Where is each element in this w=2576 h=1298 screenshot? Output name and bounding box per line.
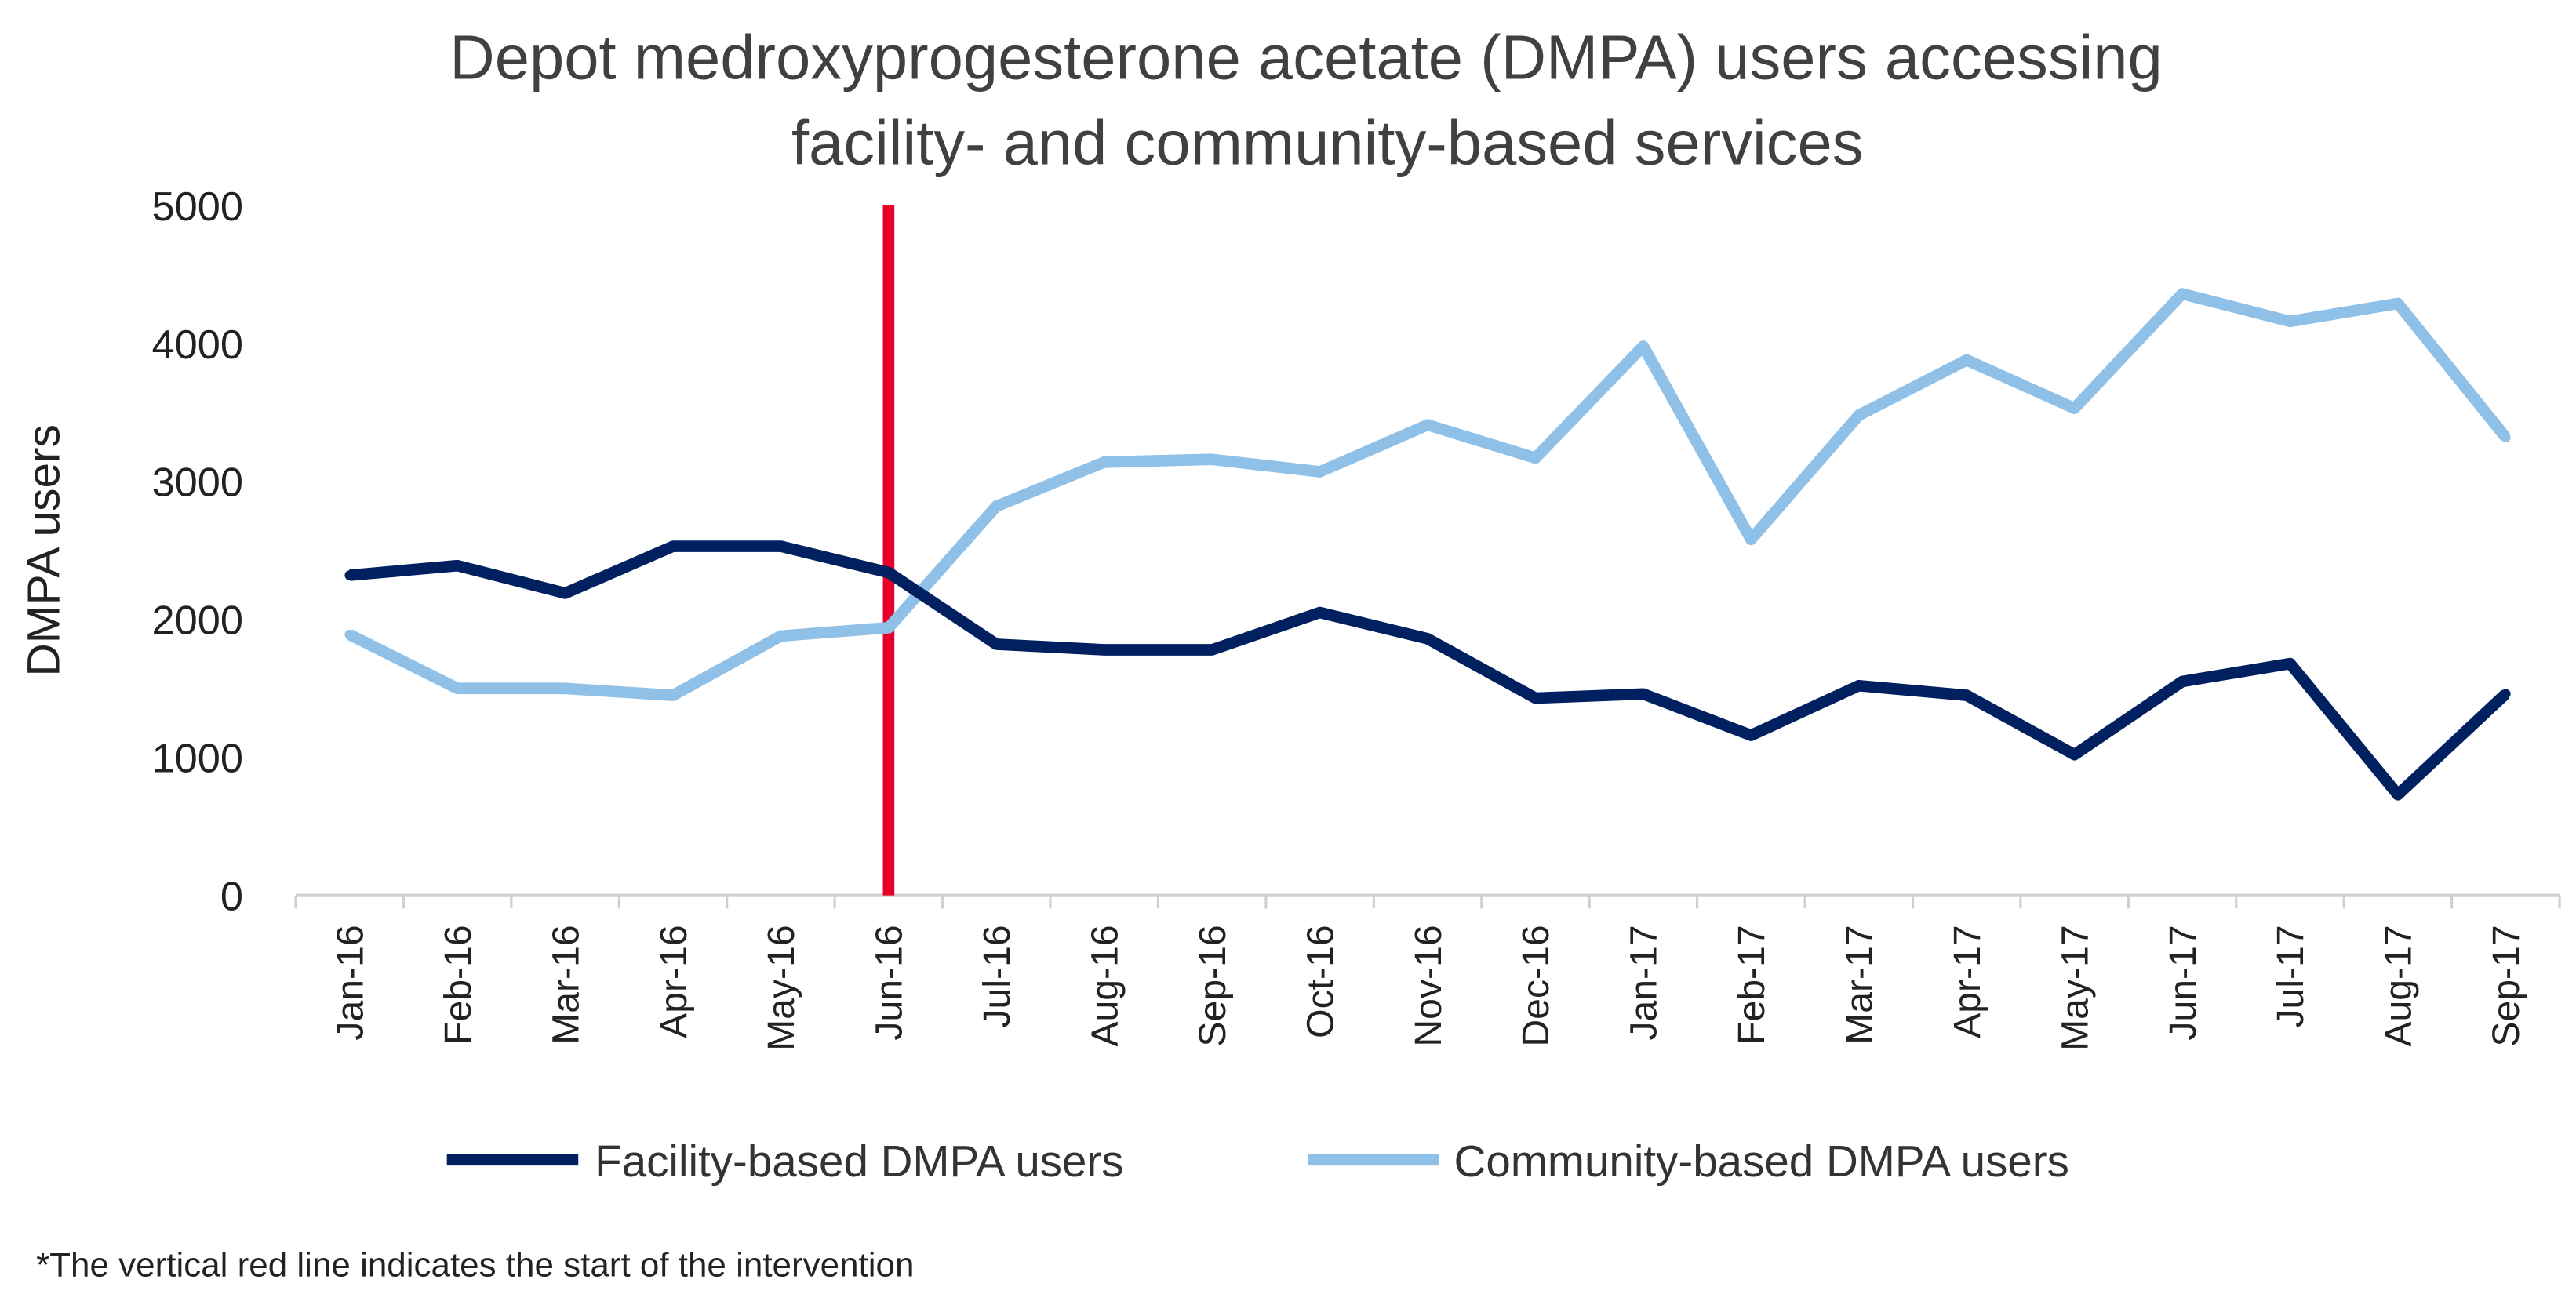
data-point-facility: [1530, 693, 1541, 704]
legend-label-community: Community-based DMPA users: [1454, 1136, 2069, 1186]
data-point-community: [1854, 410, 1865, 420]
data-point-community: [1099, 456, 1110, 467]
data-point-facility: [883, 567, 894, 578]
data-point-facility: [1315, 607, 1325, 618]
x-tick-label: Apr-17: [1946, 925, 1988, 1038]
data-point-community: [1746, 534, 1756, 545]
x-tick-label: Dec-16: [1515, 925, 1557, 1046]
data-point-facility: [1206, 645, 1217, 655]
y-tick-label: 3000: [152, 460, 243, 506]
x-tick-label: Jan-17: [1623, 925, 1665, 1040]
x-tick-label: Oct-16: [1299, 925, 1341, 1038]
x-tick-label: May-17: [2054, 925, 2096, 1051]
x-tick-label: Jan-16: [329, 925, 371, 1040]
data-point-community: [1315, 467, 1325, 477]
data-point-community: [2177, 289, 2188, 299]
x-tick-label: May-16: [760, 925, 802, 1051]
data-point-facility: [776, 541, 786, 551]
data-point-community: [883, 623, 894, 633]
y-axis-label: DMPA users: [18, 424, 69, 676]
data-point-facility: [2285, 658, 2295, 669]
x-tick-label: Sep-17: [2485, 925, 2527, 1046]
data-point-community: [560, 683, 570, 694]
data-point-facility: [2392, 789, 2403, 800]
data-point-community: [2069, 403, 2079, 413]
data-point-facility: [1961, 690, 1972, 700]
y-tick-label: 5000: [152, 184, 243, 230]
x-tick-label: Apr-16: [653, 925, 695, 1038]
data-point-community: [1961, 354, 1972, 365]
data-point-facility: [2501, 689, 2511, 700]
data-point-facility: [1746, 730, 1756, 740]
data-point-facility: [991, 639, 1002, 649]
data-point-community: [2392, 298, 2403, 309]
data-point-facility: [1854, 680, 1865, 691]
y-tick-label: 0: [220, 874, 243, 920]
data-point-community: [2285, 316, 2295, 327]
x-tick-label: Mar-17: [1839, 925, 1881, 1045]
x-tick-label: Jul-17: [2269, 925, 2312, 1027]
data-point-facility: [560, 588, 570, 598]
x-tick-label: Jul-16: [976, 925, 1018, 1027]
data-point-facility: [1422, 634, 1433, 644]
data-point-community: [1422, 420, 1433, 431]
series-line-facility: [349, 540, 2510, 801]
x-tick-label: Nov-16: [1407, 925, 1450, 1046]
data-point-community: [991, 501, 1002, 511]
data-point-community: [452, 683, 463, 694]
y-tick-label: 4000: [152, 322, 243, 368]
data-point-community: [776, 631, 786, 642]
x-tick-label: Aug-16: [1083, 925, 1126, 1046]
chart-title-line-1: Depot medroxyprogesterone acetate (DMPA)…: [449, 23, 2163, 93]
data-point-facility: [668, 541, 679, 551]
x-tick-label: Aug-17: [2378, 925, 2420, 1046]
data-point-facility: [2177, 676, 2188, 687]
x-tick-label: Jun-17: [2162, 925, 2204, 1040]
x-tick-label: Feb-16: [437, 925, 479, 1045]
y-tick-label: 2000: [152, 598, 243, 644]
data-point-facility: [344, 570, 355, 580]
data-point-facility: [1099, 645, 1110, 655]
data-point-community: [1530, 453, 1541, 464]
data-point-facility: [452, 560, 463, 571]
x-tick-label: Jun-16: [868, 925, 911, 1040]
data-point-community: [1638, 341, 1649, 351]
x-tick-label: Sep-16: [1192, 925, 1234, 1046]
y-tick-label: 1000: [152, 736, 243, 782]
footnote: *The vertical red line indicates the sta…: [36, 1246, 914, 1285]
data-point-community: [668, 690, 679, 700]
data-point-facility: [1638, 689, 1649, 700]
x-tick-label: Mar-16: [544, 925, 587, 1045]
legend-label-facility: Facility-based DMPA users: [595, 1136, 1123, 1186]
data-point-community: [2501, 432, 2511, 442]
data-point-facility: [2069, 749, 2079, 760]
x-tick-label: Feb-17: [1730, 925, 1773, 1045]
chart-title-line-2: facility- and community-based services: [791, 108, 1864, 178]
data-point-community: [344, 629, 355, 640]
data-point-community: [1206, 454, 1217, 465]
